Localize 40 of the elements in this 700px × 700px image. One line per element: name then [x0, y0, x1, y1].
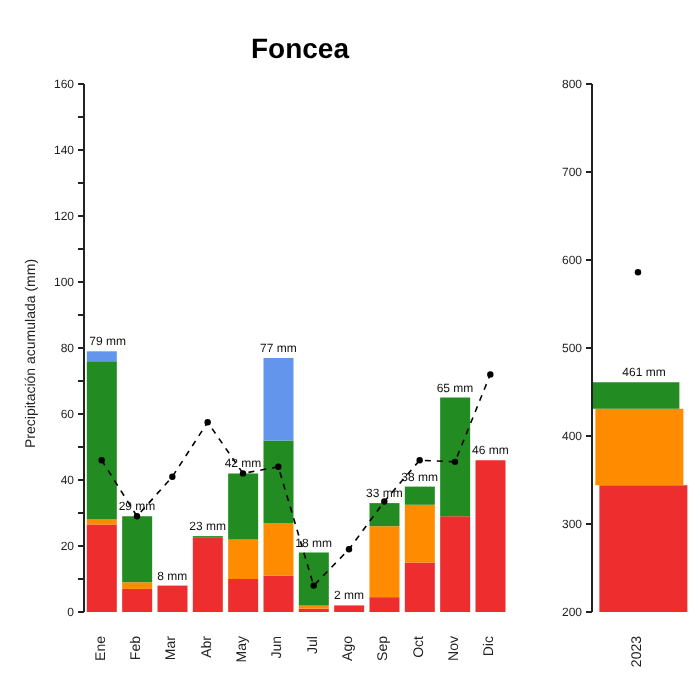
bar	[228, 579, 259, 612]
bar	[86, 524, 117, 612]
bar	[192, 537, 223, 612]
point	[98, 457, 105, 464]
chart-title: Foncea	[248, 32, 352, 64]
bar	[263, 575, 294, 612]
point	[451, 458, 459, 466]
bar	[475, 460, 506, 612]
bar	[122, 582, 153, 589]
bar	[86, 519, 117, 525]
point	[275, 463, 282, 470]
bar	[298, 552, 329, 606]
bar	[86, 351, 117, 362]
point	[204, 419, 211, 426]
point	[381, 498, 388, 505]
bar	[404, 562, 435, 612]
point	[416, 457, 423, 464]
bar	[157, 585, 188, 612]
bar	[122, 516, 153, 583]
bar	[334, 605, 365, 612]
point	[345, 546, 353, 553]
bar	[369, 503, 400, 527]
point	[169, 473, 176, 480]
bar	[263, 440, 294, 523]
bar	[86, 361, 117, 520]
bar	[263, 357, 294, 441]
point	[239, 470, 247, 477]
bar	[404, 504, 435, 563]
point	[310, 582, 317, 589]
bar	[369, 526, 400, 598]
point	[487, 371, 494, 378]
point	[133, 513, 141, 520]
bar	[440, 516, 471, 612]
bar	[369, 597, 400, 612]
bar	[228, 539, 259, 579]
bar	[404, 486, 435, 505]
bar	[263, 522, 294, 576]
bar	[228, 473, 259, 540]
bar	[440, 397, 471, 517]
bar	[122, 588, 153, 612]
